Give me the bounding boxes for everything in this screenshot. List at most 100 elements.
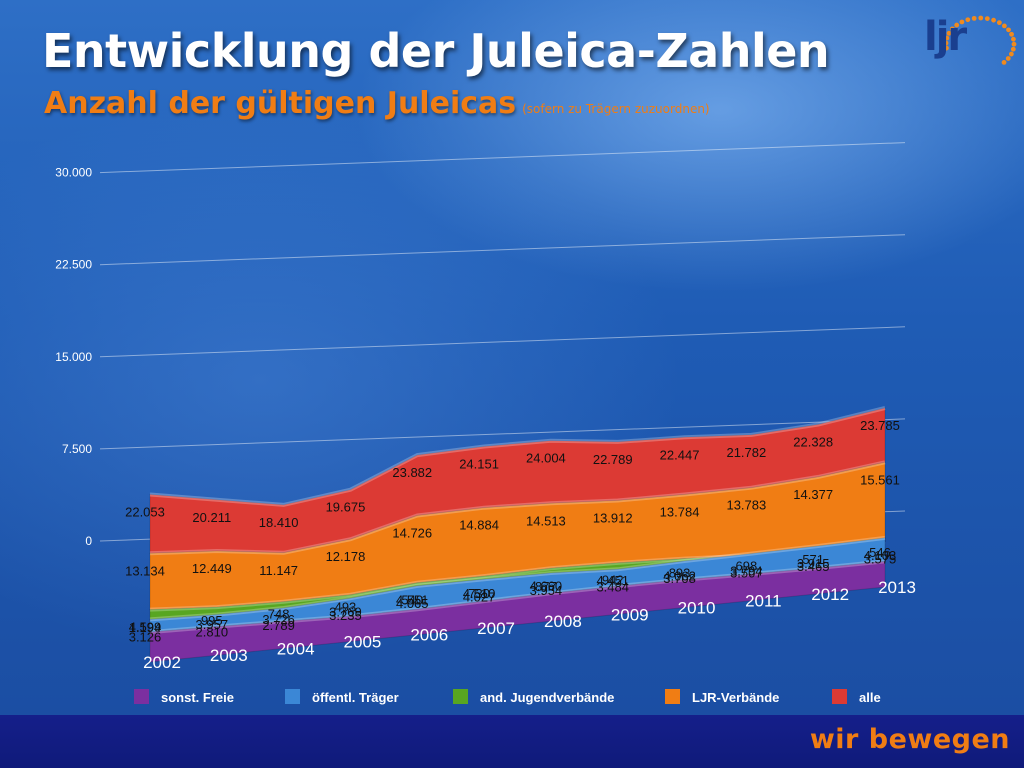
logo-dot [965,17,971,23]
y-tick-label: 15.000 [55,350,92,364]
data-label: 4.103 [864,548,897,563]
legend-label: öffentl. Träger [312,690,399,705]
data-label: 493 [335,600,357,615]
data-label: 13.783 [726,498,766,513]
data-label: 4.551 [396,593,429,608]
data-label: 3.484 [596,579,629,594]
data-label: 3.235 [329,608,362,623]
area-edge [149,559,886,635]
logo-dot [944,35,950,41]
data-label: 13.134 [125,563,165,578]
data-label: 4.065 [396,596,429,611]
ljr-logo: ljr [918,12,1018,72]
data-label: 23.785 [860,418,900,433]
x-tick-label: 2002 [143,653,181,672]
y-axis-ticks: 0 7.500 15.000 22.500 30.000 [55,166,92,548]
legend-label: and. Jugendverbände [480,690,614,705]
logo-dot [954,22,960,28]
legend-label: alle [859,690,881,705]
x-tick-label: 2005 [344,633,382,652]
logo-dot [1011,41,1017,47]
legend-swatch [134,689,149,704]
legend-label: LJR-Verbände [692,690,779,705]
data-label: 2.810 [196,625,229,640]
data-label: 4.599 [129,620,162,635]
y-tick-label: 22.500 [55,258,92,272]
data-label: 22.447 [660,447,700,462]
x-tick-label: 2011 [745,592,782,611]
data-label: 3.957 [196,617,229,632]
data-label: 3.769 [329,605,362,620]
logo-dots-icon [943,15,1017,65]
x-tick-label: 2004 [277,639,315,658]
x-axis-ticks: 2002 2003 2004 2005 2006 2007 2008 2009 2010 2011… [143,578,916,672]
legend: sonst. Freie öffentl. Träger and. Jugendve… [134,689,881,705]
data-label: 13.784 [660,504,700,519]
data-label: 540 [401,593,423,608]
data-label: 877 [535,579,557,594]
grid-line [99,418,906,450]
grid-line [99,142,906,174]
data-label: 3.575 [864,551,897,566]
logo-dot [959,19,965,25]
logo-dot [978,15,984,21]
logo-dot [971,15,977,21]
legend-swatch [832,689,847,704]
data-label: 18.410 [259,515,299,530]
area-edge [149,460,886,556]
x-tick-label: 2008 [544,612,582,631]
logo-dot [991,17,996,23]
data-label: 3.126 [129,629,162,644]
data-label: 730 [468,586,490,601]
subtitle-block: Anzahl der gültigen Juleicas (sofern zu T… [44,86,710,121]
grid-line [99,234,906,266]
logo-dot [946,30,952,36]
data-labels: 1.194 995 748 493 540 730 877 942 893 698 571 5463.… [125,418,900,644]
legend-label: sonst. Freie [161,690,234,705]
page-subtitle: Anzahl der gültigen Juleicas [44,86,517,121]
logo-dot [1010,46,1016,52]
data-label: 11.147 [259,563,298,578]
y-tick-label: 30.000 [55,166,92,180]
data-label: 3.465 [797,559,830,574]
data-label: 3.507 [730,565,763,580]
data-label: 13.912 [593,510,633,525]
logo-dot [996,20,1002,26]
legend-swatch [285,689,300,704]
data-label: 546 [869,545,891,560]
data-label: 21.782 [726,445,766,460]
area-edge [149,535,886,622]
x-tick-label: 2012 [811,585,849,604]
logo-dot [984,16,990,22]
logo-dot [1001,59,1007,65]
logo-dot [1009,31,1014,37]
data-label: 571 [802,552,824,567]
logo-dot [1011,36,1016,42]
area-edge [149,406,886,507]
data-label: 14.513 [526,513,566,528]
data-label: 3.708 [663,571,696,586]
logo-dot [1001,23,1007,29]
data-label: 12.449 [192,561,232,576]
subtitle-note: (sofern zu Trägern zuzuordnen) [522,102,710,116]
data-label: 4.451 [596,573,629,588]
data-label: 2.789 [262,618,295,633]
footer-slogan: wir bewegen [809,724,1010,755]
y-tick-label: 0 [85,534,92,548]
x-tick-label: 2009 [611,605,649,624]
data-label: 4.062 [663,569,696,584]
series-areas [149,406,886,663]
data-label: 23.882 [392,465,432,480]
logo-dot [943,40,949,46]
legend-swatch [453,689,468,704]
x-tick-label: 2007 [477,619,515,638]
grid-line [99,326,906,358]
logo-dot [1008,51,1014,57]
data-label: 24.004 [526,451,566,466]
x-tick-label: 2010 [678,598,716,617]
data-label: 3.794 [730,564,763,579]
legend-swatch [665,689,680,704]
data-label: 20.211 [192,510,231,525]
data-label: 4.510 [463,586,496,601]
